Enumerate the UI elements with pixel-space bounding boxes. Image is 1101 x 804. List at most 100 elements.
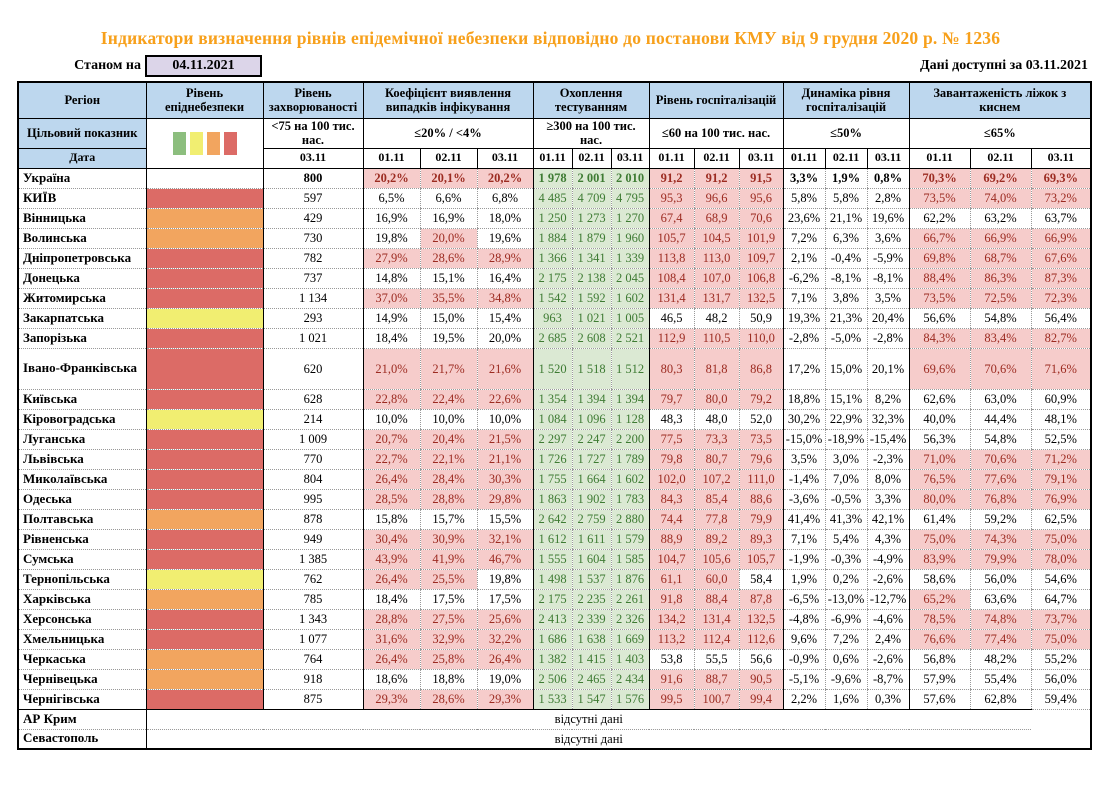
testing-value: 2 175: [532, 589, 573, 610]
detection-value: 28,6%: [419, 248, 477, 269]
detection-value: 18,8%: [419, 669, 477, 690]
testing-value: 2 175: [532, 268, 573, 289]
testing-value: 1 512: [610, 348, 650, 390]
hospitalization-value: 112,6: [738, 629, 784, 650]
testing-value: 1 394: [571, 389, 612, 410]
hospitalization-value: 113,2: [648, 629, 695, 650]
testing-value: 1 863: [532, 489, 573, 510]
testing-value: 1 727: [571, 449, 612, 470]
date-label: Дата: [17, 147, 147, 169]
region-name: Дніпропетровська: [18, 248, 146, 269]
danger-level-cell: [145, 649, 263, 670]
incidence-value: 429: [262, 208, 363, 229]
detection-value: 21,0%: [362, 348, 420, 390]
beds-value: 48,2%: [969, 649, 1032, 670]
incidence-value: 1 021: [262, 328, 363, 349]
hospitalization-value: 80,3: [648, 348, 695, 390]
detection-value: 34,8%: [476, 288, 534, 309]
detection-value: 18,0%: [476, 208, 534, 229]
beds-value: 56,6%: [908, 308, 971, 329]
dynamics-value: -2,8%: [782, 328, 826, 349]
danger-level-cell: [145, 429, 263, 450]
testing-value: 1 084: [532, 409, 573, 430]
detection-value: 28,5%: [362, 489, 420, 510]
danger-level-cell: [145, 328, 263, 349]
hospitalization-value: 104,7: [648, 549, 695, 570]
testing-value: 1 354: [532, 389, 573, 410]
beds-value: 58,6%: [908, 569, 971, 590]
as-of-date-box: 04.11.2021: [145, 55, 262, 77]
region-row: Львівська 770 22,7% 22,1% 21,1% 1 726 1 727 1 7…: [18, 449, 1092, 470]
region-row: Дніпропетровська 782 27,9% 28,6% 28,9% 1 366 1…: [18, 248, 1092, 269]
incidence-value: 995: [262, 489, 363, 510]
testing-value: 2 010: [610, 168, 650, 189]
region-name: Запорізька: [18, 328, 146, 349]
dynamics-value: 1,9%: [782, 569, 826, 590]
hospitalization-value: 132,5: [738, 288, 784, 309]
testing-value: 1 879: [571, 228, 612, 249]
testing-value: 1 341: [571, 248, 612, 269]
beds-value: 40,0%: [908, 409, 971, 430]
region-row: Івано-Франківська 620 21,0% 21,7% 21,6% 1 520…: [18, 348, 1092, 390]
dynamics-value: -0,9%: [782, 649, 826, 670]
dynamics-value: -5,9%: [866, 248, 910, 269]
dynamics-value: -3,6%: [782, 489, 826, 510]
hospitalization-value: 88,4: [693, 589, 740, 610]
beds-value: 56,0%: [969, 569, 1032, 590]
dynamics-value: -2,6%: [866, 569, 910, 590]
incidence-value: 770: [262, 449, 363, 470]
hospitalization-value: 56,6: [738, 649, 784, 670]
region-row: Черкаська 764 26,4% 25,8% 26,4% 1 382 1 415 1 4…: [18, 649, 1092, 670]
date-cell: 02.11: [571, 147, 612, 169]
testing-value: 1 270: [610, 208, 650, 229]
testing-value: 1 382: [532, 649, 573, 670]
dynamics-value: 0,3%: [866, 689, 910, 710]
dynamics-value: -15,4%: [866, 429, 910, 450]
region-row: Вінницька 429 16,9% 16,9% 18,0% 1 250 1 273 1 2…: [18, 208, 1092, 229]
header-detection: Коефіцієнт виявлення випадків інфікуванн…: [362, 81, 534, 119]
dynamics-value: 7,2%: [782, 228, 826, 249]
detection-value: 30,4%: [362, 529, 420, 550]
detection-value: 30,9%: [419, 529, 477, 550]
hospitalization-value: 55,5: [693, 649, 740, 670]
detection-value: 32,9%: [419, 629, 477, 650]
dynamics-value: 2,4%: [866, 629, 910, 650]
beds-value: 76,6%: [908, 629, 971, 650]
detection-value: 19,8%: [362, 228, 420, 249]
target-hosp-dynamics: ≤50%: [782, 117, 910, 149]
detection-value: 22,7%: [362, 449, 420, 470]
incidence-value: 1 343: [262, 609, 363, 630]
beds-value: 59,2%: [969, 509, 1032, 530]
beds-value: 73,5%: [908, 188, 971, 209]
dynamics-value: 32,3%: [866, 409, 910, 430]
testing-value: 4 795: [610, 188, 650, 209]
target-oxygen-beds: ≤65%: [908, 117, 1092, 149]
hospitalization-value: 74,4: [648, 509, 695, 530]
testing-value: 1 520: [532, 348, 573, 390]
beds-value: 65,2%: [908, 589, 971, 610]
detection-value: 27,5%: [419, 609, 477, 630]
dynamics-value: 1,6%: [824, 689, 868, 710]
date-cell: 01.11: [648, 147, 695, 169]
region-row: Чернігівська 875 29,3% 28,6% 29,3% 1 533 1 547…: [18, 689, 1092, 710]
detection-value: 29,8%: [476, 489, 534, 510]
dynamics-value: -1,4%: [782, 469, 826, 490]
hospitalization-value: 58,4: [738, 569, 784, 590]
dynamics-value: -0,3%: [824, 549, 868, 570]
dynamics-value: 22,9%: [824, 409, 868, 430]
testing-value: 2 326: [610, 609, 650, 630]
beds-value: 69,3%: [1030, 168, 1092, 189]
hospitalization-value: 91,2: [648, 168, 695, 189]
detection-value: 18,4%: [362, 589, 420, 610]
beds-value: 63,7%: [1030, 208, 1092, 229]
testing-value: 1 273: [571, 208, 612, 229]
legend-green-swatch: [172, 131, 186, 155]
incidence-value: 620: [262, 348, 363, 390]
beds-value: 62,6%: [908, 389, 971, 410]
testing-value: 1 498: [532, 569, 573, 590]
hospitalization-value: 48,0: [693, 409, 740, 430]
beds-value: 74,3%: [969, 529, 1032, 550]
danger-level-cell: [145, 348, 263, 390]
region-row: Харківська 785 18,4% 17,5% 17,5% 2 175 2 235 2 …: [18, 589, 1092, 610]
detection-value: 26,4%: [362, 649, 420, 670]
